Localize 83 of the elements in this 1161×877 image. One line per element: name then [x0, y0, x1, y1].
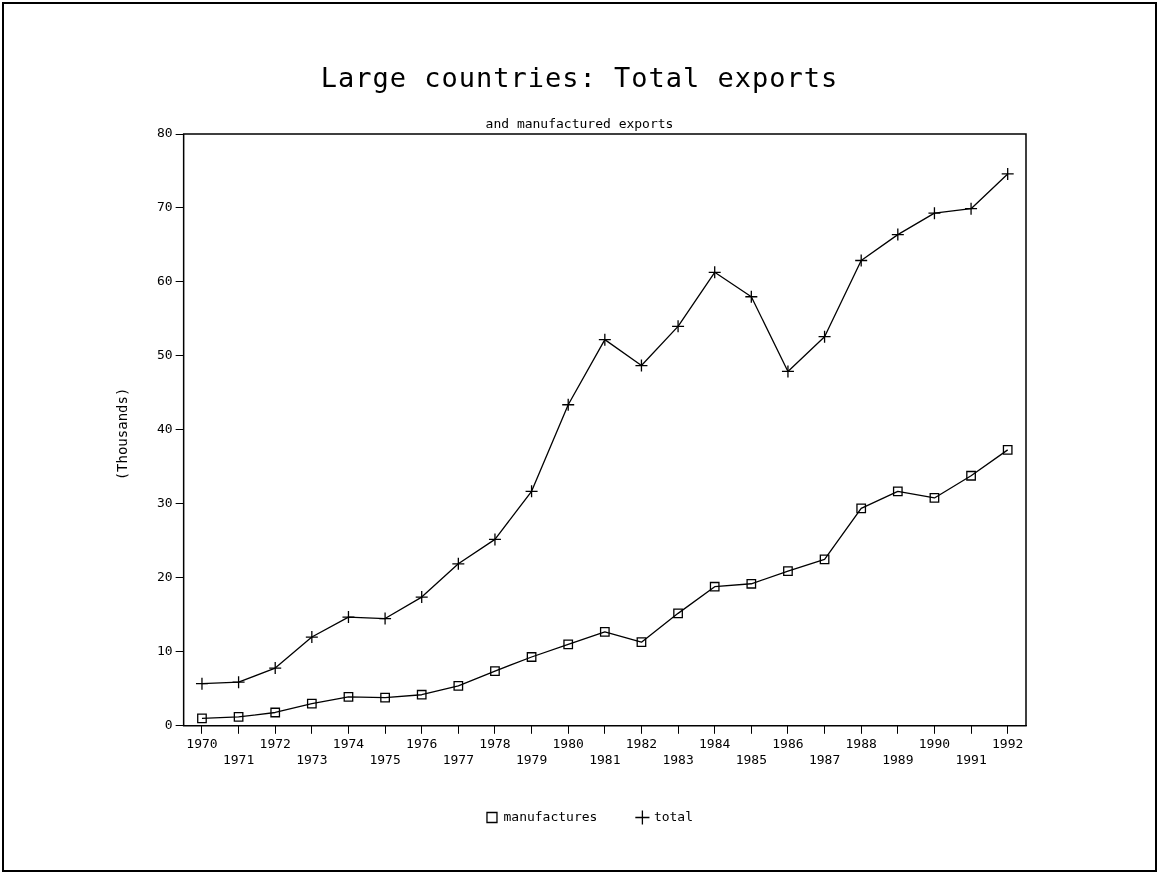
- point: [490, 666, 500, 676]
- y-tick-label: 70: [157, 199, 173, 215]
- x-tick-label: 1984: [699, 735, 731, 751]
- point: [856, 503, 867, 514]
- x-tick-label: 1990: [918, 735, 951, 751]
- x-tick-label: 1986: [772, 735, 804, 751]
- point: [453, 680, 464, 691]
- point: [561, 398, 575, 412]
- point: [891, 227, 905, 242]
- point: [636, 637, 647, 648]
- point: [964, 202, 978, 216]
- x-tick-label: 1972: [259, 735, 291, 751]
- x-tick-label: 1971: [222, 751, 255, 767]
- point: [819, 554, 830, 565]
- x-tick-label: 1983: [662, 751, 694, 767]
- y-tick-label: 0: [164, 717, 173, 733]
- x-tick-label: 1992: [992, 735, 1024, 751]
- point: [488, 532, 502, 547]
- point: [415, 590, 429, 604]
- point: [526, 652, 537, 662]
- x-tick-label: 1979: [515, 751, 548, 767]
- point: [524, 484, 539, 498]
- x-tick-label: 1976: [406, 735, 438, 751]
- x-tick-label: 1970: [186, 735, 218, 751]
- chart-subtitle: and manufactured exports: [485, 116, 674, 131]
- point: [195, 676, 209, 691]
- point: [416, 689, 427, 700]
- x-tick-label: 1989: [882, 751, 914, 767]
- x-tick-label: 1975: [369, 751, 401, 767]
- point: [634, 358, 649, 373]
- point: [1002, 444, 1013, 455]
- point: [341, 610, 356, 624]
- x-tick-label: 1988: [845, 735, 877, 751]
- y-tick-label: 10: [157, 643, 173, 659]
- y-tick-label: 40: [157, 421, 173, 437]
- y-tick-label: 30: [157, 495, 173, 511]
- point: [746, 578, 757, 589]
- x-tick-label: 1974: [332, 735, 365, 751]
- point: [270, 707, 281, 718]
- point: [709, 581, 720, 592]
- point: [305, 630, 319, 644]
- x-tick-label: 1987: [808, 751, 841, 767]
- x-tick-label: 1973: [296, 751, 328, 767]
- point: [563, 639, 574, 650]
- chart-title: Large countries: Total exports: [319, 62, 840, 93]
- point: [781, 364, 795, 379]
- y-tick-label: 20: [157, 569, 173, 585]
- x-tick-label: 1978: [479, 735, 511, 751]
- point: [783, 566, 793, 577]
- point: [854, 253, 868, 268]
- point: [671, 319, 685, 333]
- point: [673, 608, 683, 619]
- point: [306, 698, 317, 709]
- point: [378, 611, 392, 626]
- legend-label: manufactures: [503, 808, 598, 824]
- point: [1001, 167, 1015, 181]
- point: [599, 626, 610, 637]
- x-tick-label: 1980: [552, 735, 584, 751]
- x-tick-label: 1977: [442, 751, 474, 767]
- y-axis-title: (Thousands): [114, 387, 130, 481]
- point: [598, 333, 612, 347]
- point: [231, 675, 246, 689]
- point: [268, 661, 282, 675]
- x-tick-label: 1982: [625, 735, 658, 751]
- x-tick-label: 1991: [955, 751, 987, 767]
- point: [197, 713, 207, 724]
- point: [744, 290, 758, 304]
- x-tick-label: 1981: [589, 751, 621, 767]
- point: [892, 486, 903, 497]
- y-tick-label: 50: [157, 347, 173, 363]
- point: [927, 206, 942, 220]
- y-tick-label: 60: [157, 273, 173, 289]
- point: [966, 470, 976, 481]
- point: [929, 493, 940, 503]
- x-tick-label: 1985: [735, 751, 767, 767]
- point: [233, 712, 244, 722]
- point: [380, 692, 390, 703]
- point: [451, 557, 465, 571]
- y-tick-label: 80: [157, 125, 173, 141]
- point: [708, 265, 722, 279]
- point: [343, 692, 354, 702]
- point: [817, 330, 832, 344]
- legend-label: total: [653, 808, 694, 824]
